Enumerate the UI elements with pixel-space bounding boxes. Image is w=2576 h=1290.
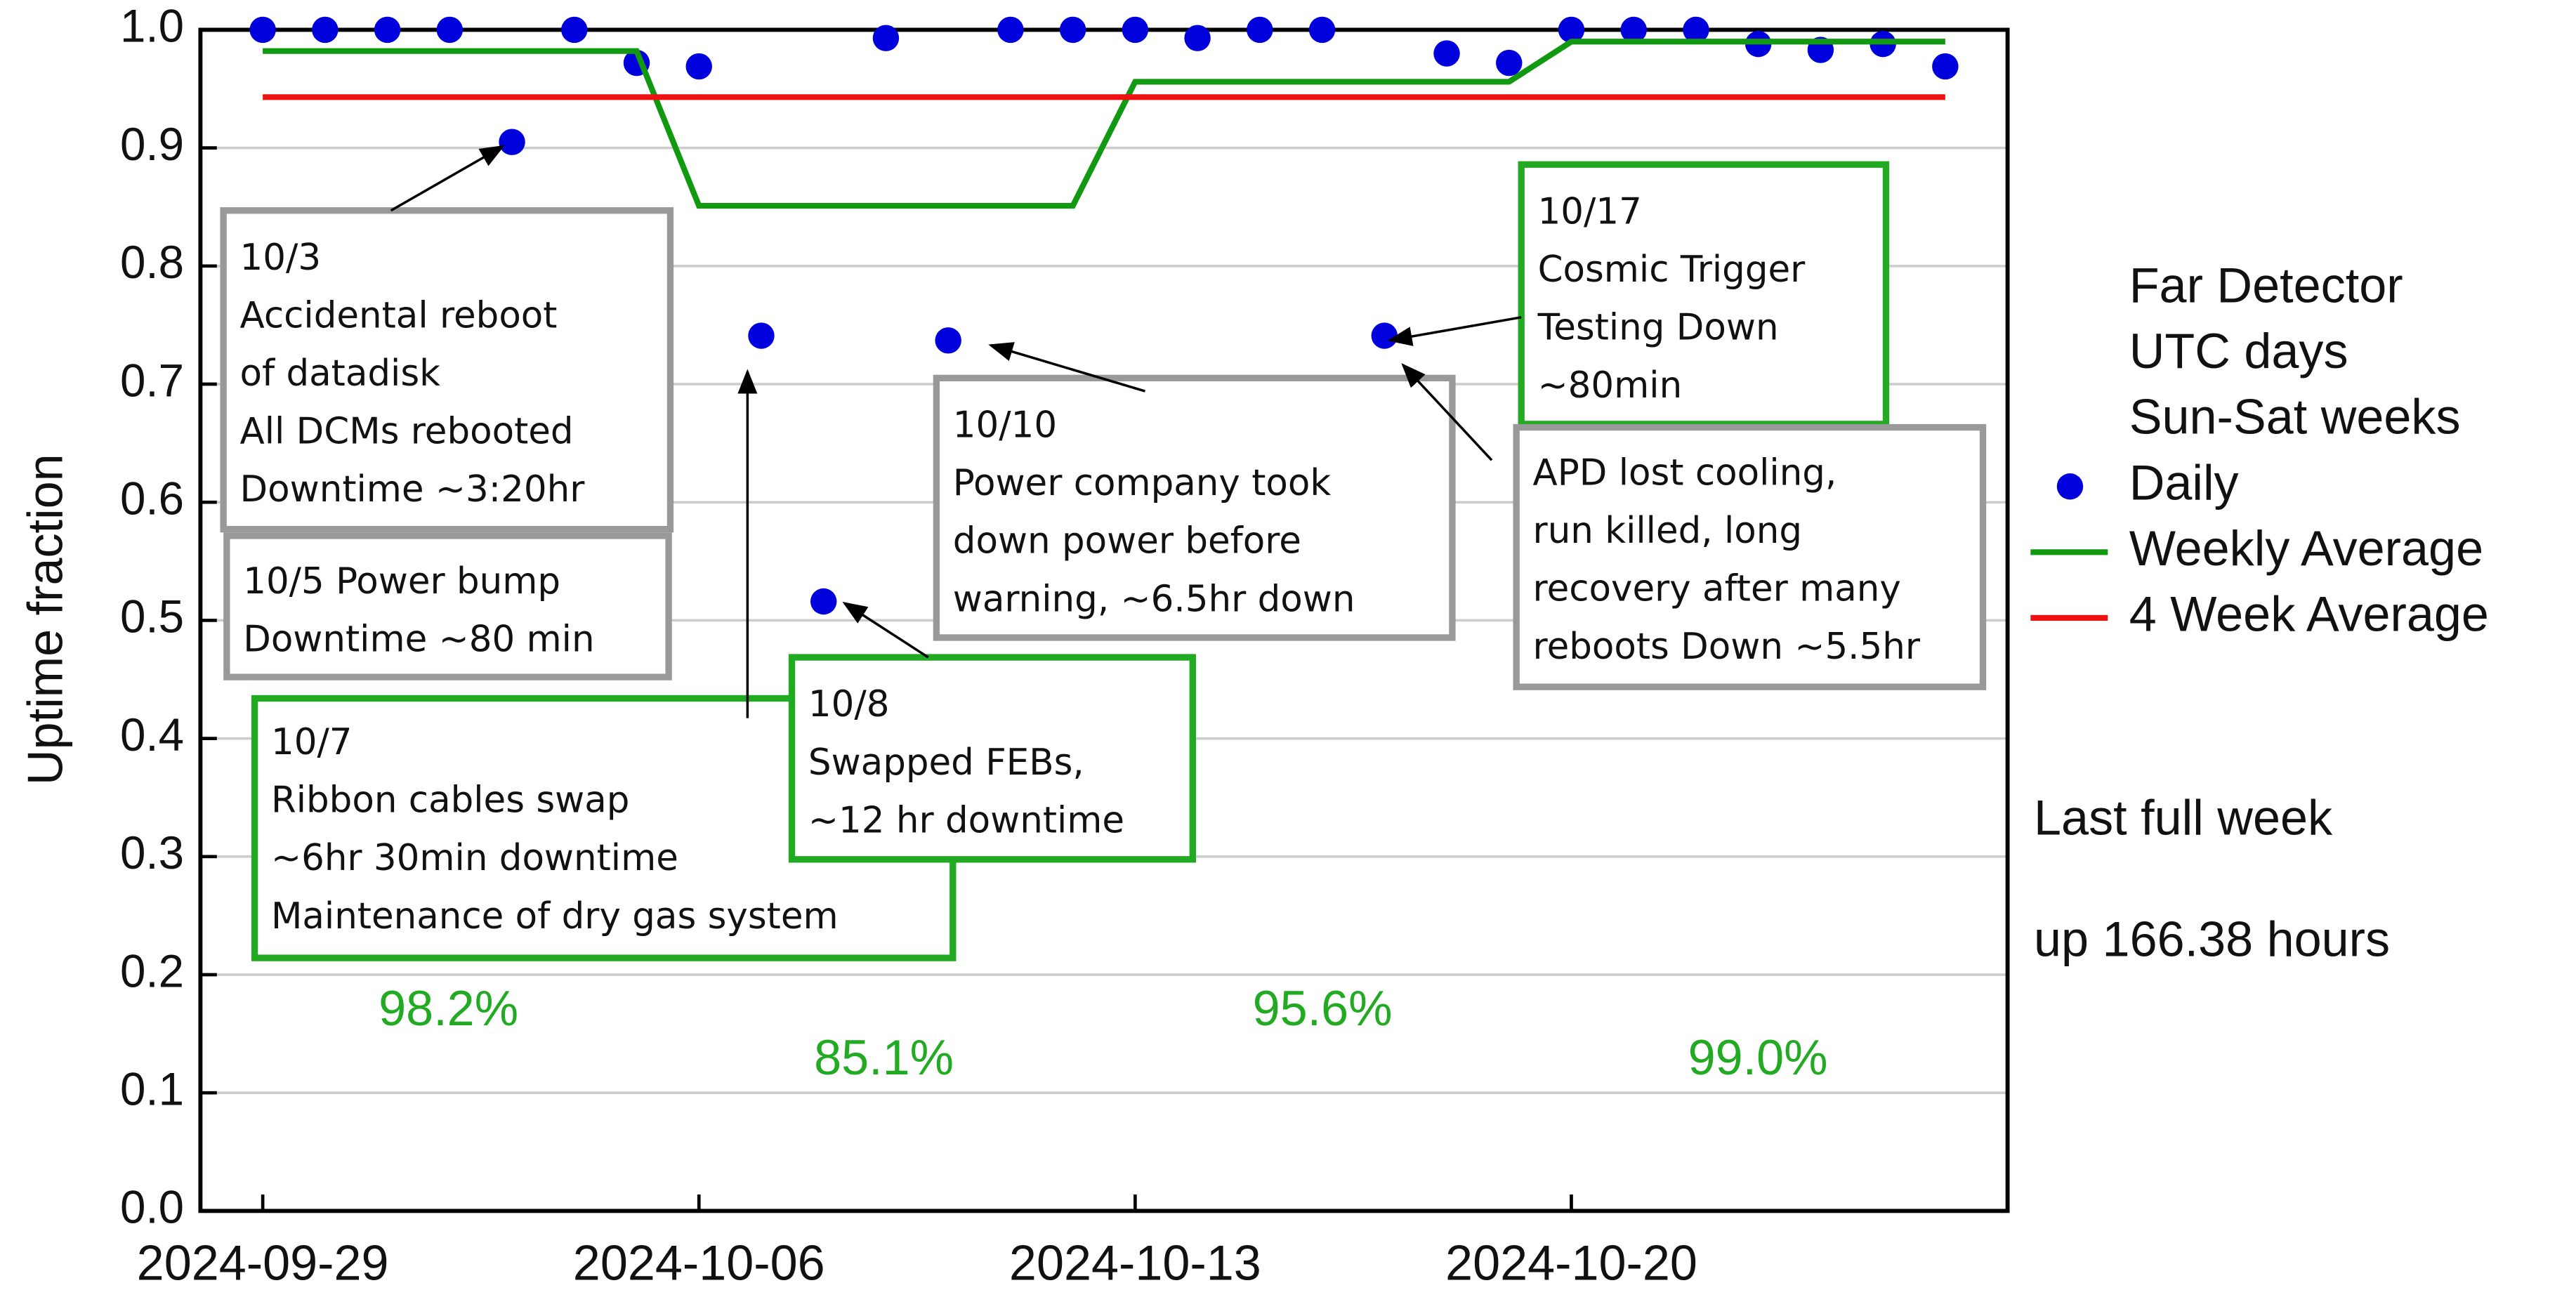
annotation-text: ~80min <box>1538 364 1683 407</box>
x-tick-label: 2024-10-13 <box>1009 1235 1261 1290</box>
annotation-text: 10/10 <box>953 404 1057 447</box>
annotation-text: recovery after many <box>1533 568 1901 610</box>
annotation-text: 10/17 <box>1538 190 1642 232</box>
daily-point <box>1122 16 1149 44</box>
annotation-text: Accidental reboot <box>240 295 558 337</box>
daily-point <box>1308 16 1336 44</box>
y-tick-label: 0.1 <box>120 1063 184 1114</box>
annotation-text: Maintenance of dry gas system <box>271 895 839 937</box>
annotation-box <box>220 207 674 533</box>
annotation-box <box>1513 423 1987 690</box>
y-tick-label: 0.8 <box>120 237 184 288</box>
week-average-label: 95.6% <box>1253 980 1393 1036</box>
week-average-label: 99.0% <box>1688 1029 1828 1085</box>
daily-point <box>312 16 339 44</box>
note: Last full week <box>2034 790 2333 845</box>
annotation-arrow <box>1401 363 1493 461</box>
annotation-text: run killed, long <box>1533 510 1803 552</box>
annotation-text: Downtime ~80 min <box>243 618 594 660</box>
legend-symbol <box>2056 473 2084 500</box>
annotation-box <box>223 532 672 680</box>
y-tick-label: 0.4 <box>120 709 184 761</box>
daily-point <box>997 16 1024 44</box>
daily-point <box>499 129 525 155</box>
annotation-text: of datadisk <box>240 353 441 395</box>
daily-point <box>1433 40 1460 67</box>
daily-point <box>1184 25 1211 51</box>
annotation-arrow <box>1387 316 1522 346</box>
daily-point <box>436 16 464 44</box>
annotation-box <box>933 374 1456 641</box>
daily-point <box>1620 16 1647 44</box>
y-axis-label: Uptime fraction <box>18 454 73 785</box>
y-tick-label: 0.0 <box>120 1182 184 1233</box>
annotation-text: 10/3 <box>240 237 322 279</box>
daily-point <box>1932 53 1959 80</box>
legend-label: Daily <box>2129 454 2239 510</box>
annotation-text: Cosmic Trigger <box>1538 249 1806 291</box>
annotation-text: Swapped FEBs, <box>808 742 1084 784</box>
daily-point <box>249 16 276 44</box>
annotation-text: 10/8 <box>808 683 890 725</box>
y-tick-label: 0.7 <box>120 355 184 406</box>
y-tick-label: 1.0 <box>120 1 184 52</box>
legend-title: Far Detector <box>2129 258 2403 313</box>
annotation-arrow <box>988 342 1145 393</box>
annotation-text: 10/5 Power bump <box>243 560 560 603</box>
daily-point <box>1558 16 1585 44</box>
annotation-text: Downtime ~3:20hr <box>240 468 586 511</box>
week-average-label: 98.2% <box>379 980 518 1036</box>
annotation-text: down power before <box>953 520 1301 562</box>
daily-point <box>935 327 961 354</box>
annotation-text: reboots Down ~5.5hr <box>1533 626 1921 668</box>
y-tick-label: 0.3 <box>120 827 184 878</box>
x-tick-label: 2024-09-29 <box>137 1235 389 1290</box>
annotation-text: ~12 hr downtime <box>808 799 1124 841</box>
y-tick-label: 0.9 <box>120 119 184 170</box>
week-average-label: 85.1% <box>814 1029 954 1085</box>
annotation-text: APD lost cooling, <box>1533 452 1837 494</box>
y-tick-label: 0.6 <box>120 473 184 525</box>
y-tick-label: 0.2 <box>120 945 184 996</box>
daily-point <box>872 25 900 51</box>
y-tick-label: 0.5 <box>120 591 184 643</box>
daily-point <box>1683 16 1709 44</box>
annotation-arrow <box>842 601 929 659</box>
daily-point <box>561 16 588 44</box>
daily-point <box>1496 49 1523 77</box>
legend-label: Weekly Average <box>2129 520 2483 576</box>
annotation-text: 10/7 <box>271 721 353 763</box>
average-line <box>263 39 1945 209</box>
annotation-text: Ribbon cables swap <box>271 779 629 822</box>
plot-frame <box>198 27 2010 1213</box>
x-tick-label: 2024-10-06 <box>573 1235 825 1290</box>
daily-point <box>1371 322 1398 349</box>
annotation-box <box>1518 161 1890 428</box>
annotation-text: ~6hr 30min downtime <box>271 837 678 879</box>
note: up 166.38 hours <box>2034 911 2390 967</box>
daily-point <box>810 588 837 615</box>
annotation-arrow <box>390 145 505 212</box>
daily-point <box>1247 16 1273 44</box>
daily-point <box>685 53 712 80</box>
annotation-text: Power company took <box>953 462 1332 504</box>
annotation-text: All DCMs rebooted <box>240 411 574 453</box>
x-tick-label: 2024-10-20 <box>1445 1235 1697 1290</box>
legend-title: UTC days <box>2129 323 2348 379</box>
daily-point <box>1059 16 1086 44</box>
daily-point <box>374 16 401 44</box>
legend-label: 4 Week Average <box>2129 586 2489 641</box>
daily-point <box>748 322 775 349</box>
legend-title: Sun-Sat weeks <box>2129 389 2461 445</box>
annotation-text: warning, ~6.5hr down <box>953 578 1355 620</box>
annotation-text: Testing Down <box>1537 307 1779 349</box>
annotation-box <box>788 654 1197 863</box>
